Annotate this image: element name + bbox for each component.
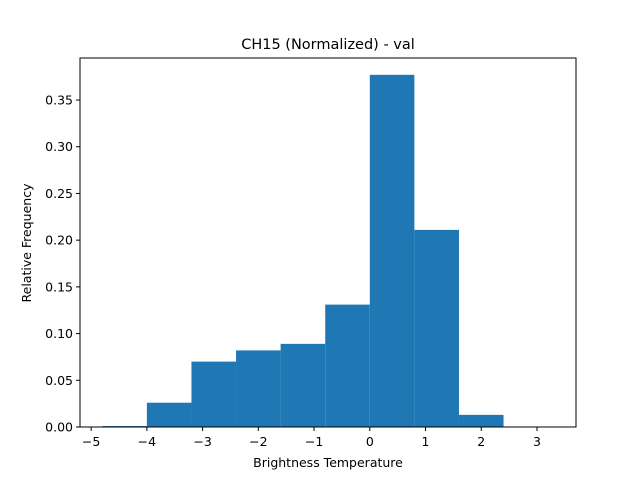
x-axis-ticks: −5 −4 −3 −2 −1 0 1 2 3 — [82, 427, 541, 449]
x-tick-label: −1 — [305, 434, 323, 449]
x-tick-label: 2 — [477, 434, 485, 449]
y-tick-label: 0.05 — [45, 373, 73, 388]
chart-title: CH15 (Normalized) - val — [241, 37, 415, 53]
x-tick-label: 0 — [366, 434, 374, 449]
histogram-bar-8 — [458, 414, 504, 427]
y-tick-label: 0.20 — [45, 233, 73, 248]
x-axis-label: Brightness Temperature — [253, 455, 403, 470]
y-tick-label: 0.15 — [45, 279, 73, 294]
y-axis-ticks: 0.00 0.05 0.10 0.15 0.20 0.25 0.30 0.35 — [45, 93, 80, 435]
x-tick-label: −4 — [138, 434, 156, 449]
x-tick-label: −2 — [249, 434, 267, 449]
histogram-bar-6 — [369, 74, 415, 427]
x-tick-label: 1 — [422, 434, 430, 449]
y-tick-label: 0.30 — [45, 139, 73, 154]
y-tick-label: 0.00 — [45, 420, 73, 435]
histogram-bar-5 — [325, 304, 370, 427]
histogram-bar-4 — [280, 343, 326, 427]
x-tick-label: 3 — [533, 434, 541, 449]
y-tick-label: 0.10 — [45, 326, 73, 341]
histogram-bar-3 — [236, 350, 281, 427]
y-tick-label: 0.35 — [45, 93, 73, 108]
x-tick-label: −3 — [193, 434, 211, 449]
histogram-bar-2 — [191, 361, 237, 427]
plot-frame — [79, 57, 577, 428]
histogram-bar-7 — [414, 229, 459, 427]
y-tick-label: 0.25 — [45, 186, 73, 201]
histogram-bars — [102, 74, 504, 427]
histogram-bar-1 — [146, 402, 192, 427]
y-axis-label: Relative Frequency — [19, 183, 34, 303]
x-tick-label: −5 — [82, 434, 100, 449]
